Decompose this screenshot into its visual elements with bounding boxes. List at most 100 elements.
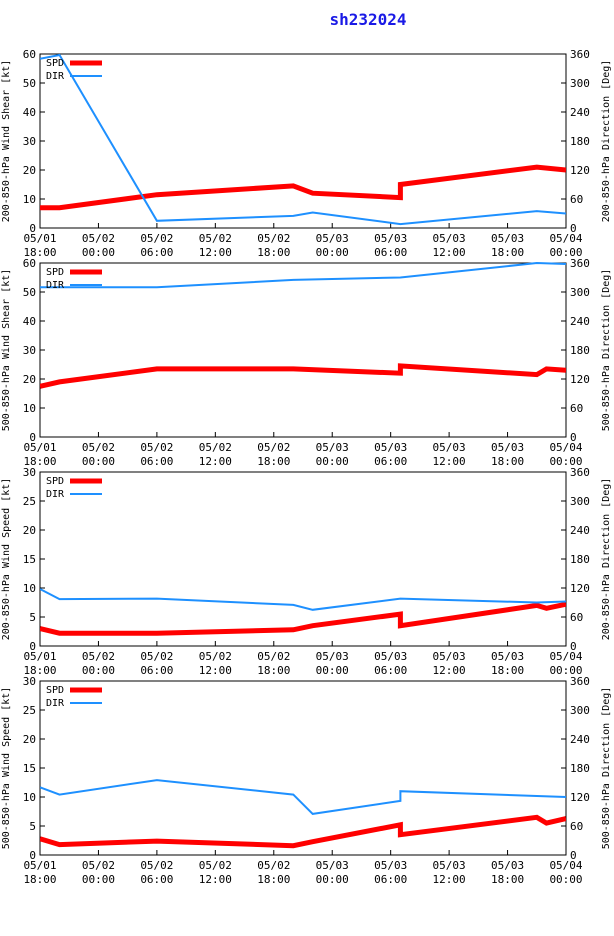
x-tick-time: 12:00 xyxy=(433,246,466,259)
x-tick-day: 05/01 xyxy=(23,859,56,872)
x-tick-time: 00:00 xyxy=(549,664,582,677)
y-left-tick-label: 20 xyxy=(23,164,36,177)
y-right-tick-label: 180 xyxy=(570,553,590,566)
legend-dir-label: DIR xyxy=(46,489,65,500)
series-dir-line xyxy=(40,261,566,289)
x-tick-time: 00:00 xyxy=(82,246,115,259)
x-tick-day: 05/03 xyxy=(491,650,524,663)
x-tick-time: 06:00 xyxy=(140,873,173,886)
y-right-tick-label: 0 xyxy=(570,431,577,444)
y-left-tick-label: 30 xyxy=(23,466,36,479)
x-tick-time: 06:00 xyxy=(374,873,407,886)
y-right-tick-label: 240 xyxy=(570,524,590,537)
x-tick-time: 00:00 xyxy=(82,873,115,886)
legend-dir-label: DIR xyxy=(46,71,65,82)
y-left-tick-label: 10 xyxy=(23,193,36,206)
y-left-tick-label: 10 xyxy=(23,402,36,415)
x-tick-day: 05/04 xyxy=(549,859,582,872)
x-tick-time: 00:00 xyxy=(549,246,582,259)
y-right-tick-label: 0 xyxy=(570,849,577,862)
y-left-tick-label: 20 xyxy=(23,373,36,386)
x-tick-time: 06:00 xyxy=(374,455,407,468)
y-left-tick-label: 50 xyxy=(23,77,36,90)
y-right-tick-label: 240 xyxy=(570,106,590,119)
y-right-tick-label: 180 xyxy=(570,135,590,148)
x-tick-day: 05/03 xyxy=(316,441,349,454)
x-tick-day: 05/02 xyxy=(199,441,232,454)
x-tick-time: 00:00 xyxy=(316,246,349,259)
y-left-tick-label: 15 xyxy=(23,553,36,566)
x-tick-day: 05/03 xyxy=(374,232,407,245)
x-tick-time: 18:00 xyxy=(491,664,524,677)
y-right-tick-label: 60 xyxy=(570,193,583,206)
x-tick-day: 05/03 xyxy=(374,859,407,872)
x-tick-day: 05/02 xyxy=(257,232,290,245)
y-right-tick-label: 180 xyxy=(570,762,590,775)
x-tick-time: 12:00 xyxy=(199,455,232,468)
y-left-tick-label: 0 xyxy=(29,640,36,653)
x-tick-day: 05/02 xyxy=(82,232,115,245)
x-tick-day: 05/03 xyxy=(374,441,407,454)
x-tick-day: 05/02 xyxy=(82,650,115,663)
x-tick-time: 12:00 xyxy=(199,246,232,259)
y-right-tick-label: 120 xyxy=(570,164,590,177)
x-tick-time: 00:00 xyxy=(82,455,115,468)
x-tick-day: 05/02 xyxy=(199,232,232,245)
y-right-tick-label: 120 xyxy=(570,582,590,595)
x-tick-time: 06:00 xyxy=(140,246,173,259)
series-spd-line xyxy=(40,363,566,389)
y-right-tick-label: 360 xyxy=(570,257,590,270)
y-right-tick-label: 120 xyxy=(570,373,590,386)
y-left-tick-label: 25 xyxy=(23,704,36,717)
x-tick-time: 12:00 xyxy=(199,873,232,886)
y-left-tick-label: 30 xyxy=(23,344,36,357)
series-dir-line xyxy=(40,779,566,815)
x-tick-day: 05/03 xyxy=(433,650,466,663)
y-left-tick-label: 60 xyxy=(23,48,36,61)
x-tick-day: 05/01 xyxy=(23,650,56,663)
y-left-tick-label: 10 xyxy=(23,791,36,804)
x-tick-day: 05/02 xyxy=(140,650,173,663)
x-tick-time: 18:00 xyxy=(257,455,290,468)
x-tick-day: 05/02 xyxy=(257,441,290,454)
x-tick-day: 05/04 xyxy=(549,232,582,245)
y-left-axis-label: 200-850-hPa Wind Speed [kt] xyxy=(1,478,12,641)
x-tick-time: 12:00 xyxy=(199,664,232,677)
y-left-tick-label: 5 xyxy=(29,611,36,624)
y-left-tick-label: 10 xyxy=(23,582,36,595)
y-left-tick-label: 40 xyxy=(23,106,36,119)
y-right-tick-label: 300 xyxy=(570,495,590,508)
y-right-tick-label: 360 xyxy=(570,466,590,479)
x-tick-time: 18:00 xyxy=(491,873,524,886)
x-tick-day: 05/03 xyxy=(491,232,524,245)
x-tick-time: 00:00 xyxy=(316,455,349,468)
panel-1: 010203040506006012018024030036005/0118:0… xyxy=(1,48,612,259)
x-tick-day: 05/04 xyxy=(549,441,582,454)
y-right-tick-label: 300 xyxy=(570,286,590,299)
x-tick-day: 05/03 xyxy=(316,650,349,663)
x-tick-time: 18:00 xyxy=(23,873,56,886)
y-right-tick-label: 0 xyxy=(570,640,577,653)
y-right-tick-label: 240 xyxy=(570,315,590,328)
y-right-axis-label: 200-850-hPa Direction [Deg] xyxy=(601,478,612,641)
x-tick-time: 00:00 xyxy=(549,873,582,886)
y-left-tick-label: 60 xyxy=(23,257,36,270)
x-tick-day: 05/01 xyxy=(23,441,56,454)
x-tick-day: 05/02 xyxy=(257,859,290,872)
panel-4: 05101520253006012018024030036005/0118:00… xyxy=(1,675,612,886)
y-left-tick-label: 0 xyxy=(29,222,36,235)
y-right-tick-label: 300 xyxy=(570,77,590,90)
y-left-tick-label: 20 xyxy=(23,524,36,537)
x-tick-time: 06:00 xyxy=(374,664,407,677)
plot-frame xyxy=(39,471,567,647)
x-tick-day: 05/02 xyxy=(82,859,115,872)
y-right-tick-label: 360 xyxy=(570,675,590,688)
y-left-tick-label: 20 xyxy=(23,733,36,746)
y-left-tick-label: 30 xyxy=(23,135,36,148)
y-right-tick-label: 60 xyxy=(570,402,583,415)
y-right-axis-label: 500-850-hPa Direction [Deg] xyxy=(601,687,612,850)
x-tick-day: 05/03 xyxy=(316,859,349,872)
x-tick-time: 00:00 xyxy=(82,664,115,677)
x-tick-time: 18:00 xyxy=(491,246,524,259)
